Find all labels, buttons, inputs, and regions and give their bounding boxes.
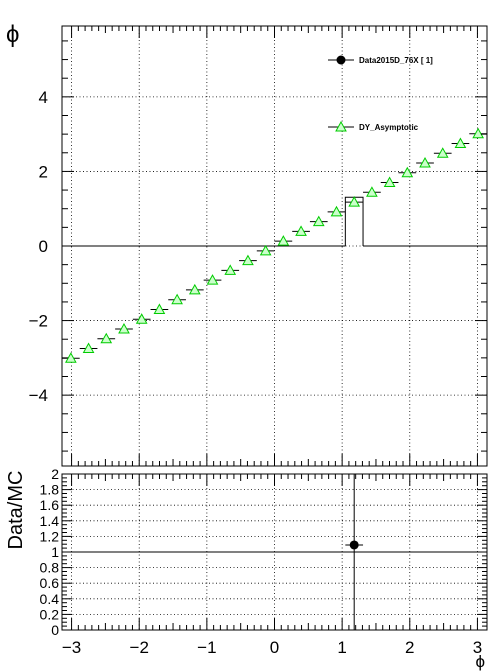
mc-point-marker: [295, 225, 307, 236]
ratio-y-tick-label: 2: [51, 466, 59, 482]
main-y-axis-title: ϕ: [6, 21, 19, 48]
main-y-tick-label: 2: [39, 162, 48, 181]
ratio-y-tick-label: 1.6: [40, 497, 60, 513]
ratio-y-tick-label: 0.8: [40, 560, 60, 576]
ratio-y-tick-label: 0.6: [40, 575, 60, 591]
main-y-tick-label: −2: [29, 312, 48, 331]
main-y-tick-label: 0: [39, 237, 48, 256]
mc-point-marker: [82, 342, 95, 354]
legend: Data2015D_76X [ 1] DY_Asymptotic: [328, 55, 433, 132]
mc-point-marker: [224, 264, 237, 275]
x-axis-title: ϕ: [475, 652, 485, 671]
ratio-y-tick-label: 0: [51, 622, 59, 638]
mc-point-marker: [436, 147, 449, 158]
mc-point-marker: [312, 215, 325, 227]
mc-point-marker: [153, 303, 166, 314]
main-y-tick-label: −4: [29, 386, 48, 405]
main-plot-panel: −4 −2 0 2 4 ϕ Data2015D_76X [ 1] DY_Asymptoti…: [6, 21, 488, 467]
main-series-layer: [61, 127, 488, 363]
ratio-y-tick-label: 1.2: [40, 528, 60, 544]
main-y-tick-label: 4: [39, 88, 48, 107]
ratio-y-tick-label: 1.4: [40, 513, 60, 529]
x-tick-label: 3: [473, 638, 482, 657]
legend-data-marker: [336, 55, 346, 65]
mc-point-marker: [171, 293, 183, 305]
main-y-tick-labels: −4 −2 0 2 4: [29, 88, 48, 405]
mc-point-marker: [401, 166, 414, 178]
mc-point-marker: [348, 196, 361, 207]
x-tick-label: −3: [62, 638, 81, 657]
mc-point-marker: [472, 127, 484, 139]
legend-mc-label: DY_Asymptotic: [359, 123, 419, 132]
mc-point-marker: [188, 283, 201, 295]
x-tick-label: −2: [130, 638, 149, 657]
ratio-y-tick-label: 1.8: [40, 482, 60, 498]
mc-point-marker: [419, 156, 431, 168]
x-tick-label: 2: [405, 638, 414, 657]
legend-mc-marker: [335, 120, 347, 132]
x-tick-label: 1: [337, 638, 346, 657]
ratio-y-tick-label: 0.4: [40, 591, 60, 607]
ratio-y-axis-title: Data/MC: [5, 471, 27, 550]
mc-point-marker: [259, 244, 272, 256]
mc-point-marker: [330, 205, 343, 217]
ratio-y-tick-label: 0.2: [40, 606, 60, 622]
mc-point-marker: [242, 254, 254, 266]
mc-point-marker: [383, 176, 396, 188]
ratio-y-tick-label: 1: [51, 544, 59, 560]
mc-point-marker: [100, 332, 113, 344]
ratio-plot-panel: 00.20.40.60.811.21.41.61.82 −3 −2 −1 0 1 2 3 D…: [5, 466, 488, 671]
ratio-axis-ticks: [62, 473, 487, 631]
mc-point-marker: [454, 137, 467, 148]
ratio-point-marker: [349, 540, 359, 550]
mc-point-marker: [118, 322, 130, 334]
ratio-series-layer: [62, 474, 487, 630]
x-tick-label: −1: [197, 638, 216, 657]
x-tick-label: 0: [270, 638, 279, 657]
mc-point-marker: [277, 235, 290, 246]
mc-point-marker: [206, 274, 219, 285]
legend-data-label: Data2015D_76X [ 1]: [359, 56, 433, 65]
mc-point-marker: [366, 186, 378, 197]
mc-point-marker: [135, 313, 148, 324]
ratio-y-tick-labels: 00.20.40.60.811.21.41.61.82: [40, 466, 60, 638]
x-tick-labels: −3 −2 −1 0 1 2 3: [62, 638, 482, 657]
mc-point-marker: [65, 352, 77, 363]
main-axis-ticks: [62, 26, 487, 466]
